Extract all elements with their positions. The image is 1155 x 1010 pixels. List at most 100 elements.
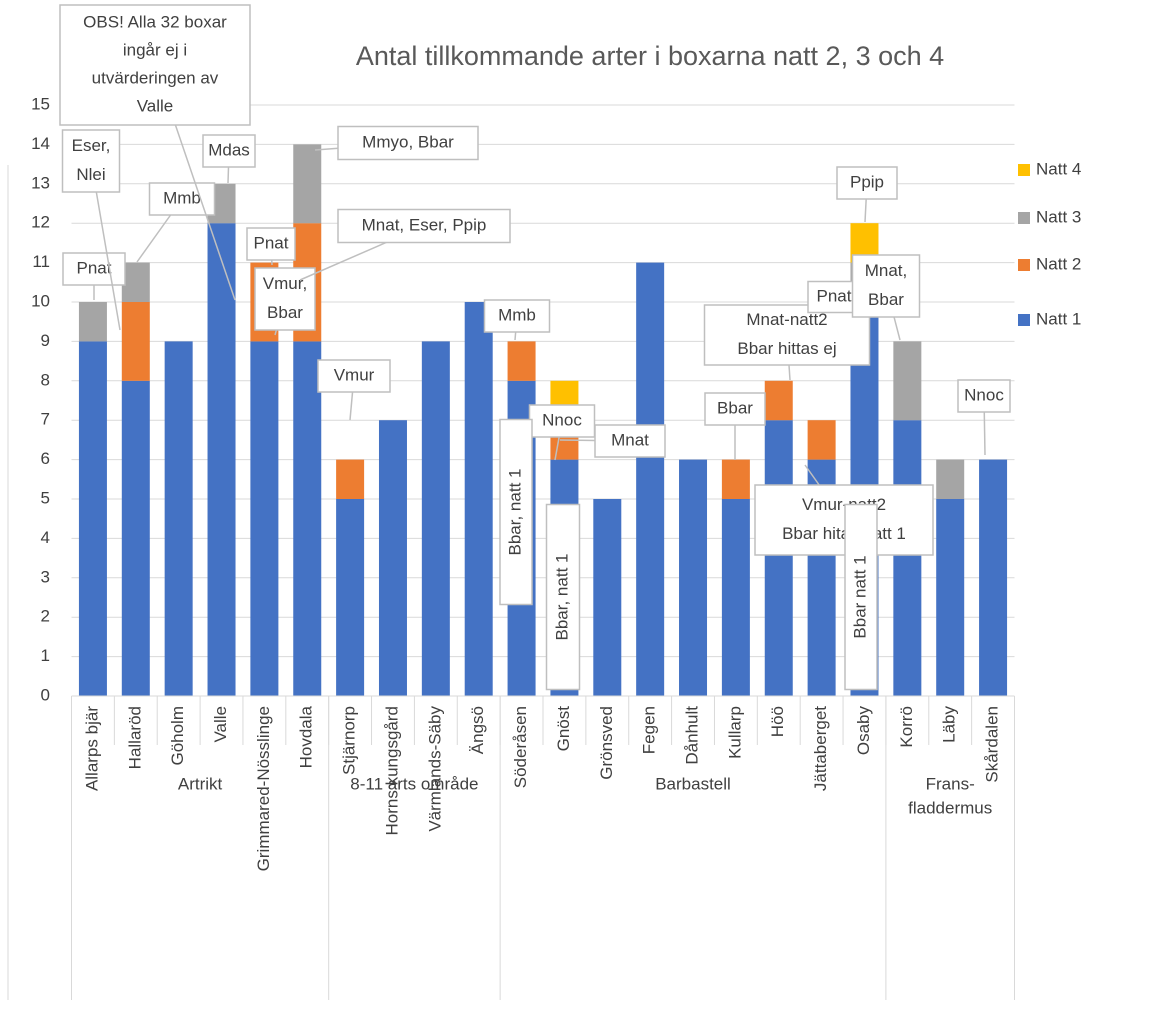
bar-segment xyxy=(636,262,665,696)
group-label: fladdermus xyxy=(908,798,992,817)
y-tick-label: 12 xyxy=(31,213,50,232)
callout-box xyxy=(703,304,871,366)
x-tick-label: Värmlands-Säby xyxy=(425,706,444,832)
x-tick-label: Läby xyxy=(940,706,959,743)
callout: Bbar natt 1 xyxy=(844,503,878,691)
callout: Mnat, Eser, Ppip xyxy=(337,208,511,244)
bar-segment xyxy=(78,341,107,696)
x-tick-label: Grönsved xyxy=(597,706,616,780)
callout-text: utvärderingen av xyxy=(92,68,219,87)
callout-box xyxy=(317,359,391,393)
callout-box xyxy=(61,129,121,193)
bar-segment xyxy=(336,499,365,696)
x-tick-label: Kullarp xyxy=(725,706,744,759)
callout: Nnoc xyxy=(957,379,1011,413)
callout: Mmb xyxy=(483,299,551,333)
y-tick-label: 5 xyxy=(41,488,50,507)
callout-text: Nnoc xyxy=(964,385,1004,404)
bar-segment xyxy=(507,341,536,381)
bar-segment xyxy=(936,459,965,499)
bar-segment xyxy=(893,420,922,696)
bar-segment xyxy=(121,302,150,381)
bar-segment xyxy=(121,380,150,696)
callout: OBS! Alla 32 boxar ingår ej i utvärderinge… xyxy=(59,4,251,126)
callout-box xyxy=(594,424,666,458)
x-tick-label: Horns kungsgård xyxy=(382,706,401,835)
callout-box xyxy=(851,254,921,318)
legend-swatch xyxy=(1018,259,1030,271)
x-tick-label: Allarps bjär xyxy=(82,706,101,791)
y-tick-label: 7 xyxy=(41,410,50,429)
bar-segment xyxy=(293,144,322,224)
callout-box xyxy=(807,280,861,314)
x-tick-label: Osaby xyxy=(854,706,873,756)
y-tick-label: 6 xyxy=(41,449,50,468)
x-tick-label: Göholm xyxy=(168,706,187,766)
bar-segment xyxy=(936,499,965,696)
x-tick-label: Hovdala xyxy=(297,705,316,768)
callout: Pnat xyxy=(246,227,296,261)
callout-text: Mdas xyxy=(208,140,250,159)
callout-text: Mmb xyxy=(498,305,536,324)
callout: Bbar xyxy=(704,392,766,426)
callout: Nnoc xyxy=(528,404,596,438)
callout: Mdas xyxy=(202,134,256,168)
callout-text: OBS! Alla 32 boxar xyxy=(83,12,227,31)
callout-text: Bbar xyxy=(717,398,753,417)
callout-text: Nlei xyxy=(76,165,105,184)
callout-text: ingår ej i xyxy=(123,40,187,59)
bar-segment xyxy=(807,420,836,460)
callout: Ppip xyxy=(836,166,898,200)
callout-text: Mmyo, Bbar xyxy=(362,132,454,151)
legend-swatch xyxy=(1018,212,1030,224)
bar-segment xyxy=(979,459,1008,696)
callout-box xyxy=(202,134,256,168)
x-tick-label: Dånhult xyxy=(683,706,702,765)
bar-segment xyxy=(764,420,793,696)
legend-swatch xyxy=(1018,314,1030,326)
bar-segment xyxy=(721,459,750,499)
callout-text: Bbar hittas ej xyxy=(737,339,836,358)
callout-text: Ppip xyxy=(850,172,884,191)
group-label: 8-11 arts område xyxy=(350,774,478,793)
bar-segment xyxy=(293,341,322,696)
bar-segment xyxy=(121,262,150,302)
callout-box xyxy=(528,404,596,438)
callout: Mnat, Bbar xyxy=(851,254,921,318)
callout-box xyxy=(59,4,251,126)
x-tick-label: Stjärnorp xyxy=(340,706,359,775)
x-tick-label: Jättaberget xyxy=(811,706,830,791)
group-label: Frans- xyxy=(926,774,975,793)
callout: Pnat xyxy=(807,280,861,314)
chart-title: Antal tillkommande arter i boxarna natt … xyxy=(356,41,944,71)
bar-segment xyxy=(464,302,493,696)
legend-label: Natt 3 xyxy=(1036,207,1081,226)
callout: Vmur xyxy=(317,359,391,393)
group-label: Barbastell xyxy=(655,774,731,793)
y-tick-label: 2 xyxy=(41,607,50,626)
y-tick-label: 9 xyxy=(41,331,50,350)
bar-segment xyxy=(207,223,236,696)
x-tick-label: Korrö xyxy=(897,706,916,748)
callout-box xyxy=(499,418,533,606)
bar-segment xyxy=(164,341,193,696)
callout-box xyxy=(337,208,511,244)
legend-label: Natt 4 xyxy=(1036,159,1081,178)
callout-box xyxy=(754,484,934,556)
callout-box xyxy=(704,392,766,426)
x-tick-label: Grimmared-Nösslinge xyxy=(254,706,273,871)
callout-text: Nnoc xyxy=(542,410,582,429)
legend-label: Natt 1 xyxy=(1036,309,1081,328)
y-tick-label: 11 xyxy=(32,252,50,271)
bar-segment xyxy=(679,459,708,696)
bar-segment xyxy=(893,341,922,421)
y-tick-label: 15 xyxy=(31,94,50,113)
callout: Bbar, natt 1 xyxy=(545,503,581,691)
x-tick-label: Valle xyxy=(211,706,230,743)
callout: Bbar, natt 1 xyxy=(499,418,533,606)
callout-text: Bbar, natt 1 xyxy=(505,469,524,556)
callout-box xyxy=(545,503,581,691)
y-tick-label: 4 xyxy=(41,528,50,547)
